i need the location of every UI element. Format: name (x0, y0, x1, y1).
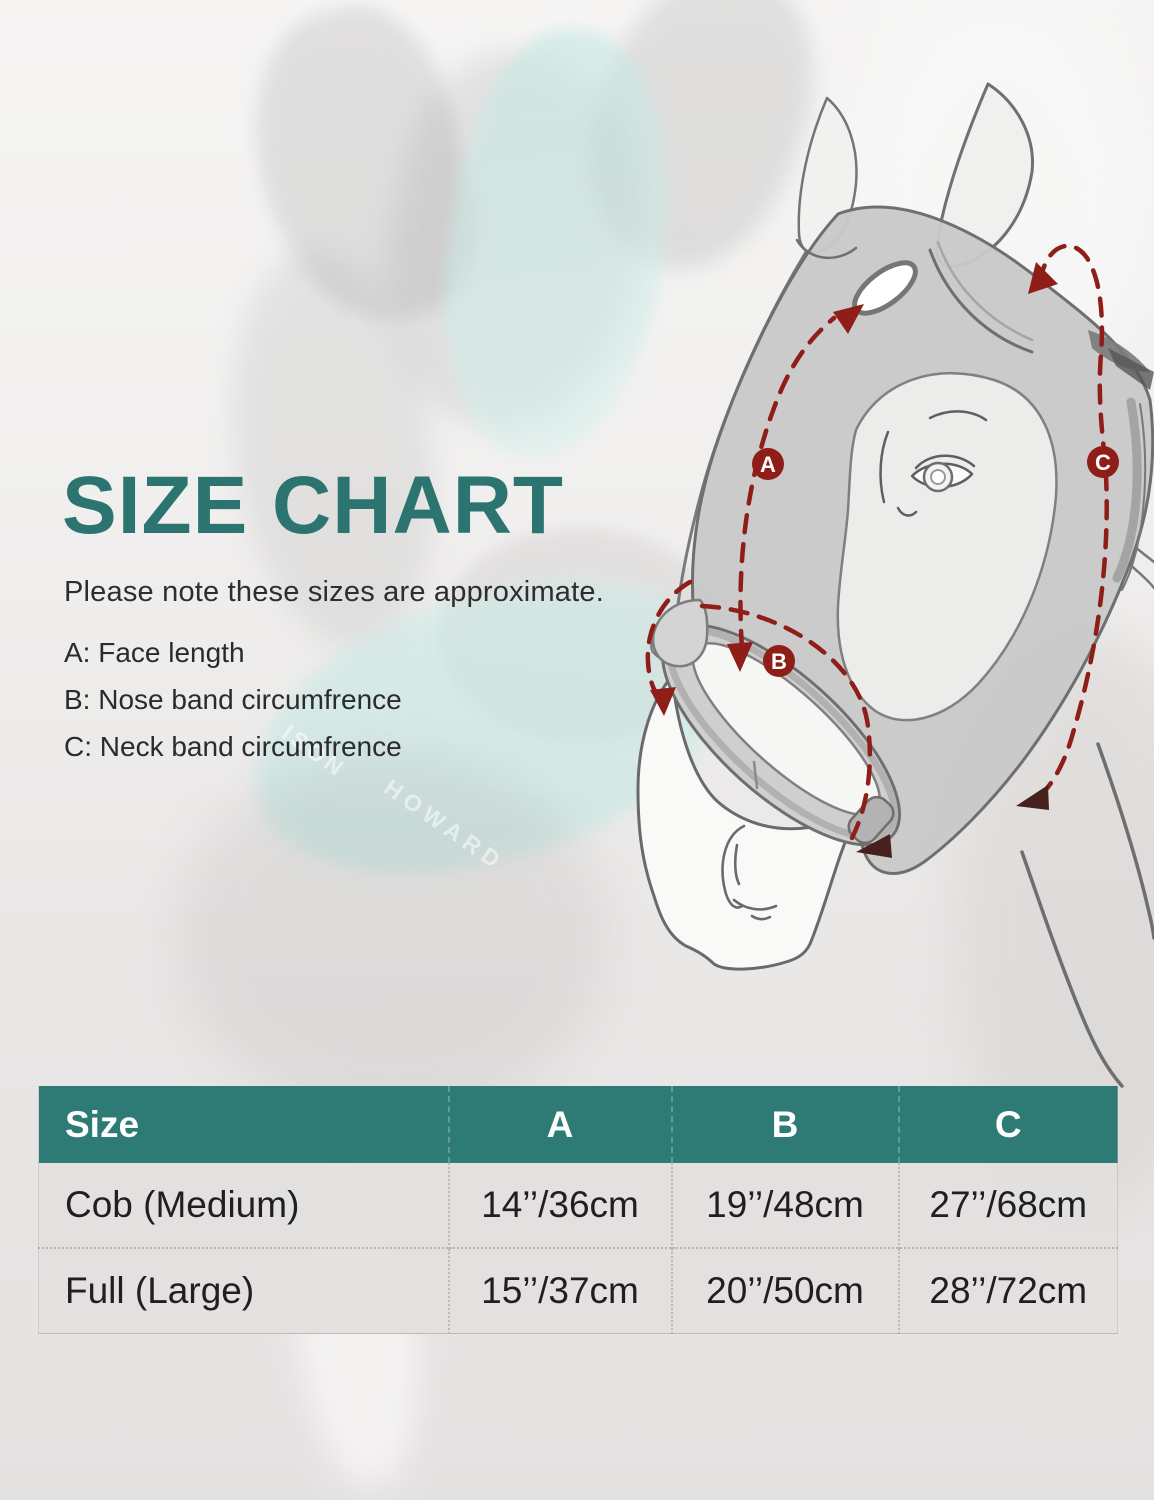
mask-seam-edge (1121, 403, 1147, 591)
subtitle-note: Please note these sizes are approximate. (64, 576, 604, 608)
arrow-A-bottom (727, 642, 753, 672)
ear-rim-right (928, 248, 1034, 354)
cell-value-b: 20’’/50cm (670, 1247, 899, 1334)
mane-sliver-dark (1108, 348, 1154, 390)
column-header-b: B (670, 1086, 899, 1163)
cell-value-a: 14’’/36cm (447, 1163, 672, 1248)
legend-item-c: C: Neck band circumfrence (64, 731, 402, 762)
eyebrow-line-2 (879, 430, 890, 504)
horse-neck-line-front (1020, 850, 1124, 1088)
eye-pupil (930, 469, 946, 485)
size-table: Size A B C Cob (Medium) 14’’/36cm 19’’/4… (38, 1086, 1118, 1334)
measure-badge-A (752, 448, 784, 480)
column-header-c: C (897, 1086, 1118, 1163)
ear-rim-left (795, 238, 858, 260)
arrow-B-wrap (650, 687, 676, 716)
cell-value-b: 19’’/48cm (670, 1163, 899, 1248)
legend-item-b: B: Nose band circumfrence (64, 684, 402, 715)
measure-badge-B (763, 645, 795, 677)
badge-C-letter: C (1095, 450, 1111, 475)
nose-band-endcap (847, 795, 895, 845)
cell-value-a: 15’’/37cm (447, 1247, 672, 1334)
band-tick (752, 760, 759, 790)
cell-size-label: Full (Large) (38, 1247, 449, 1334)
ear-rim-right-inner (936, 240, 1034, 342)
arrow-C-top (1028, 262, 1058, 294)
cell-value-c: 28’’/72cm (897, 1247, 1118, 1334)
legend-item-a: A: Face length (64, 637, 245, 668)
badge-A-letter: A (760, 452, 776, 477)
badge-B-letter: B (771, 649, 787, 674)
arrow-A-top (833, 304, 864, 334)
column-header-size: Size (38, 1086, 449, 1163)
measure-badges: A B C (752, 446, 1119, 677)
arrow-C-end (1016, 785, 1049, 810)
measure-line-C (1036, 243, 1109, 800)
table-row-full-large: Full (Large) 15’’/37cm 20’’/50cm 28’’/72… (38, 1247, 1118, 1334)
measure-line-B (699, 603, 873, 841)
arrow-B-end (856, 834, 892, 858)
cell-value-c: 27’’/68cm (897, 1163, 1118, 1248)
page-title: SIZE CHART (62, 460, 564, 551)
horse-neck-line-back (1096, 742, 1154, 940)
horse-muzzle (636, 674, 864, 971)
measurement-legend: A: Face length B: Nose band circumfrence… (64, 629, 402, 770)
table-row-cob-medium: Cob (Medium) 14’’/36cm 19’’/48cm 27’’/68… (38, 1163, 1118, 1248)
size-table-header-row: Size A B C (38, 1086, 1118, 1163)
eyebrow-line-1 (928, 410, 988, 422)
mask-seam-strip (1112, 397, 1142, 583)
horse-nostril-lines (721, 824, 778, 921)
mask-flap (651, 598, 709, 668)
column-header-a: A (447, 1086, 672, 1163)
cell-size-label: Cob (Medium) (38, 1163, 449, 1248)
eye-window (836, 372, 1058, 722)
eye-upper-lid (914, 454, 976, 470)
measure-badge-C (1087, 446, 1119, 478)
under-eye-line (896, 506, 918, 517)
measure-line-A (738, 315, 837, 651)
